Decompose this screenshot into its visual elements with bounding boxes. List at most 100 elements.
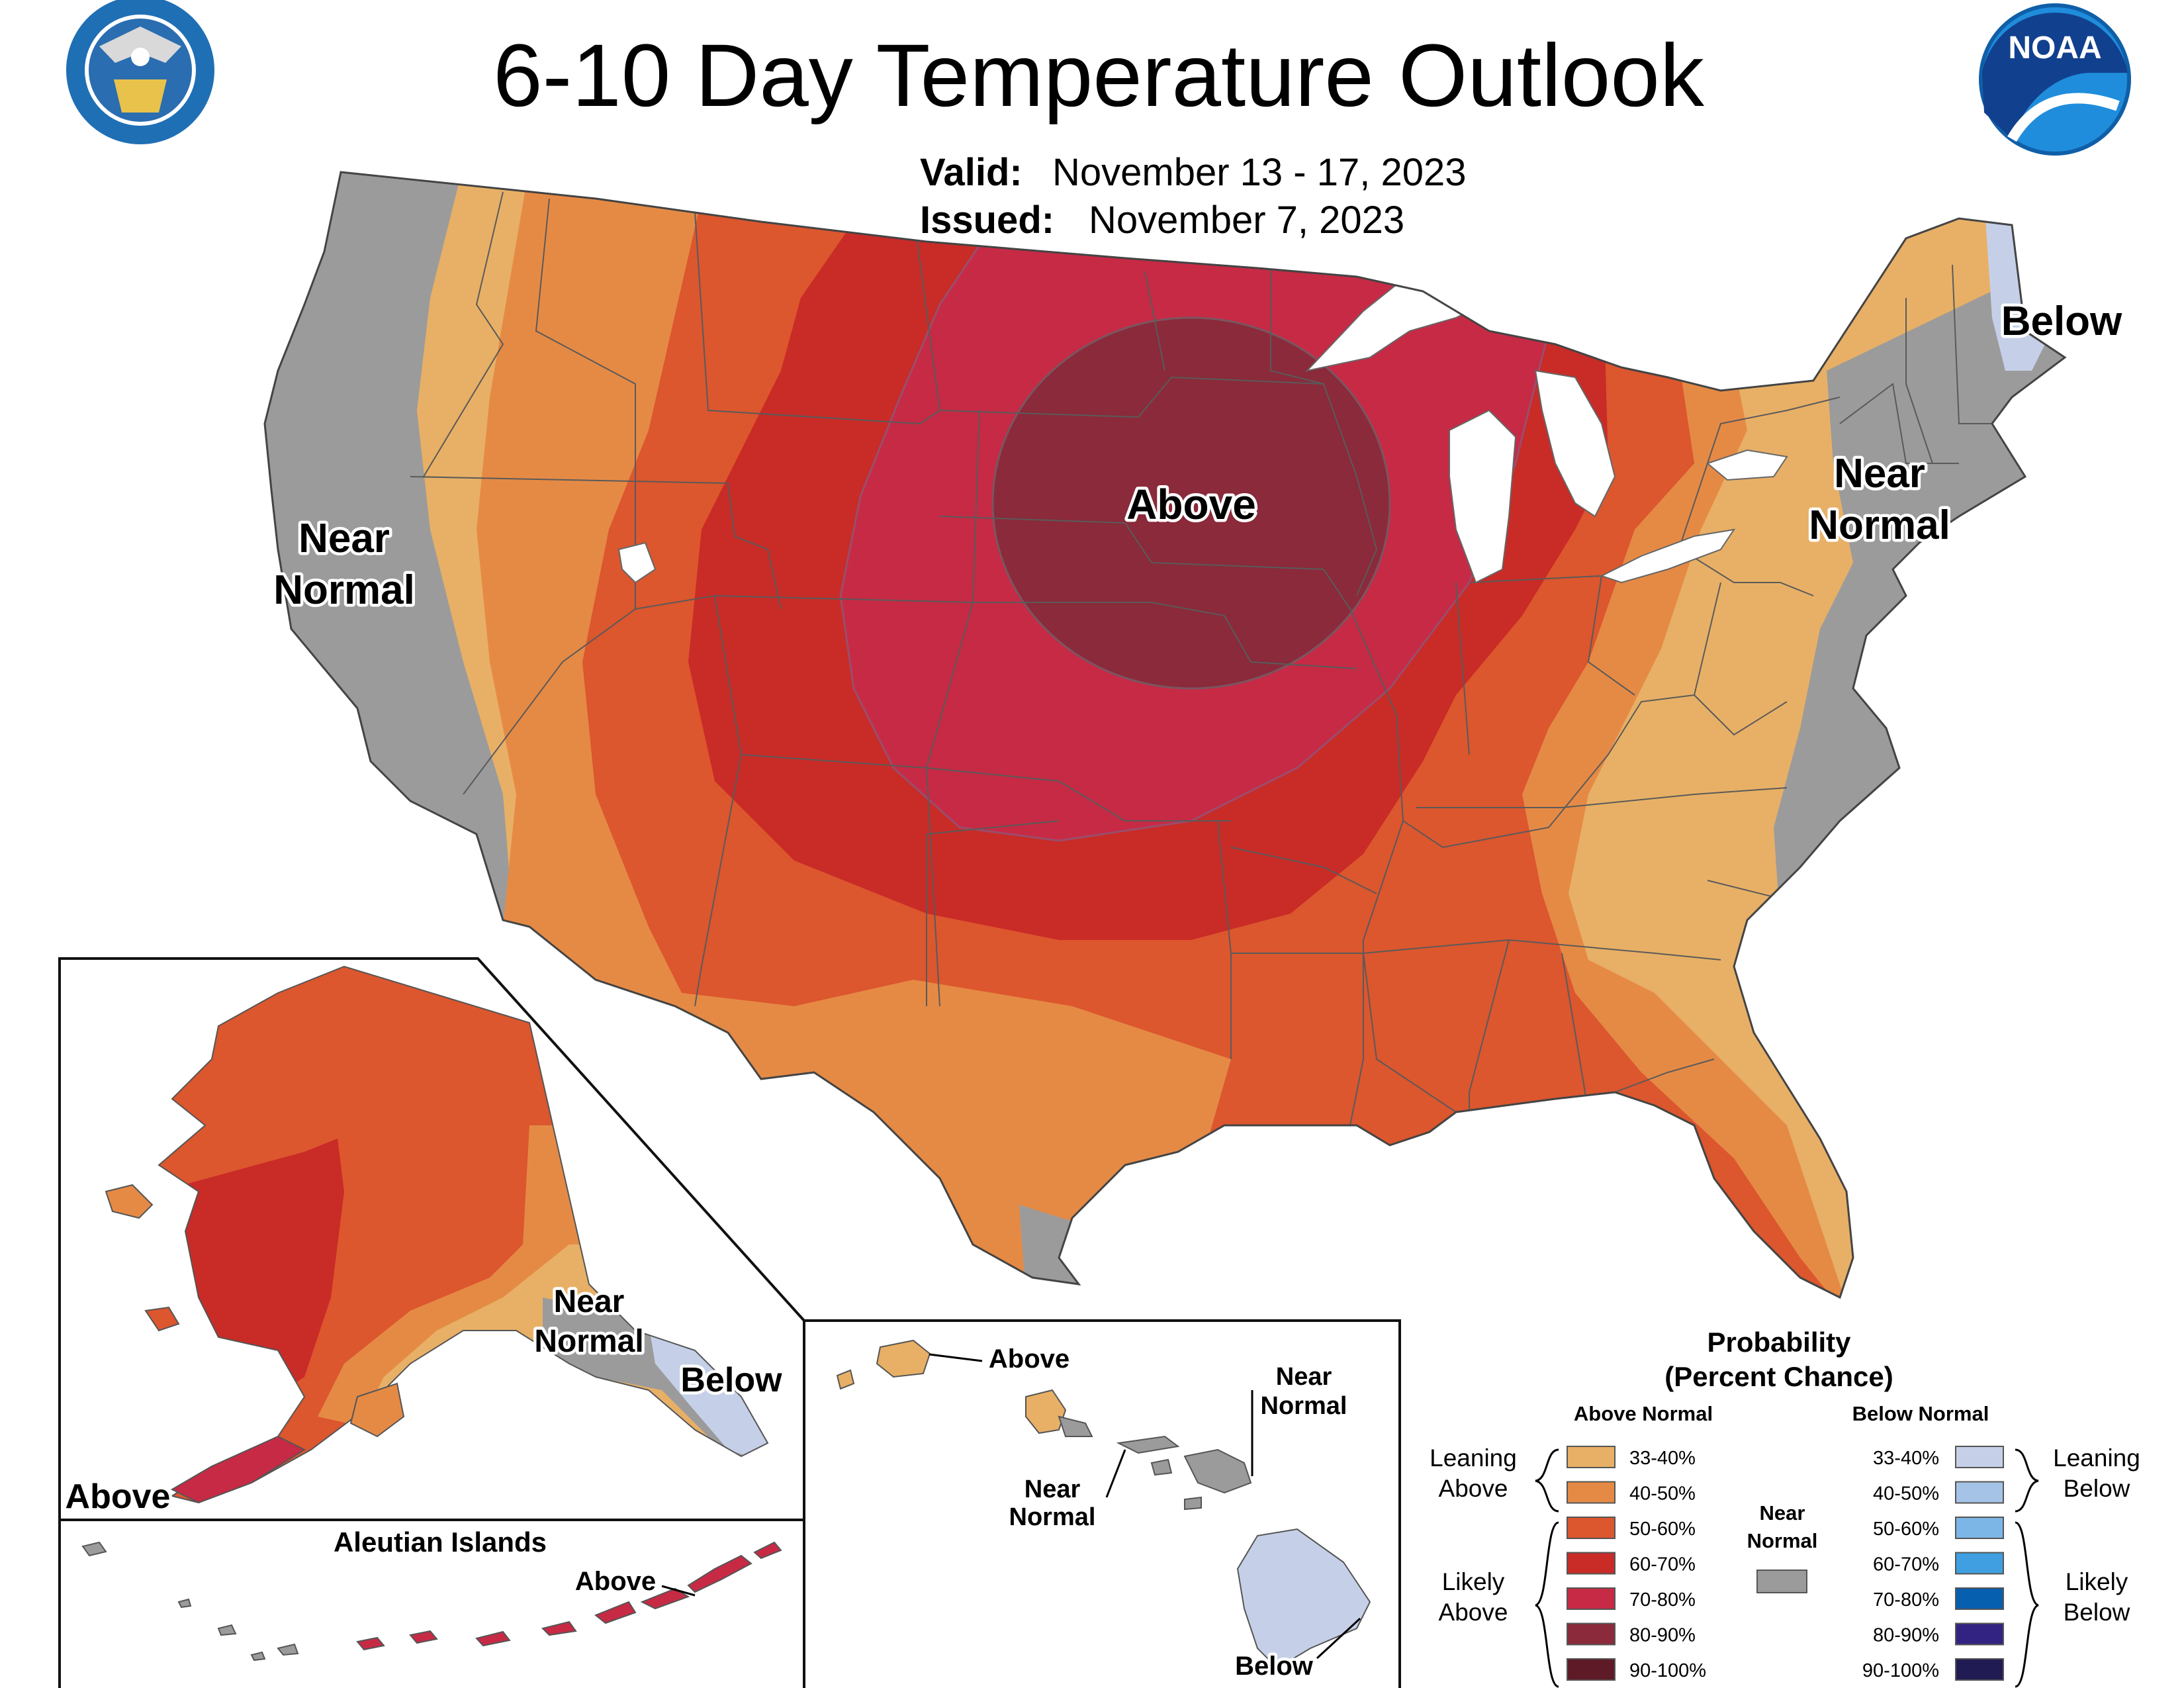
likely-above-label-1: Likely [1442, 1568, 1505, 1595]
niihau-island [836, 1369, 855, 1390]
above-bin-label-6: 80-90% [1629, 1625, 1696, 1646]
hawaii-above-label: Above [989, 1344, 1069, 1374]
legend: Probability (Percent Chance) Above Norma… [1430, 1327, 2140, 1688]
below-bin-label-3: 50-60% [1873, 1519, 1939, 1540]
aleutian-islands [81, 1541, 782, 1662]
above-bin-label-5: 70-80% [1629, 1589, 1696, 1611]
conus-east-near-label-1: Near [1834, 451, 1925, 496]
alaska-near-label-2: Normal [534, 1324, 643, 1359]
alaska-inset: Near Normal Below Above [58, 957, 805, 1521]
hawaii-below-pointer [1316, 1617, 1361, 1660]
leaning-below-brace [2015, 1448, 2039, 1513]
big-island [1236, 1528, 1371, 1669]
below-swatch-3 [1955, 1517, 2004, 1539]
below-bin-label-4: 60-70% [1873, 1554, 1939, 1575]
conus-above-label: Above [1126, 481, 1256, 528]
leaning-above-brace [1535, 1448, 1559, 1513]
above-normal-header: Above Normal [1574, 1402, 1713, 1425]
noaa-logo-text: NOAA [2008, 30, 2101, 66]
hawaii-near-label-a-2: Normal [1261, 1392, 1347, 1420]
kahoolawe-island [1184, 1496, 1202, 1511]
oahu-island [1025, 1389, 1067, 1434]
alaska-below-label: Below [680, 1361, 782, 1399]
kodiak-island [349, 1382, 405, 1438]
near-normal-legend-label-1: Near [1760, 1501, 1805, 1524]
hawaii-near-label-a-1: Near [1276, 1363, 1332, 1391]
above-bin-label-2: 40-50% [1629, 1483, 1696, 1505]
below-swatch-4 [1955, 1552, 2004, 1575]
hawaii-inset: Above Near Normal Near Normal Below [803, 1319, 1401, 1688]
above-bin-label-7: 90-100% [1629, 1660, 1706, 1681]
near-normal-legend-label-2: Normal [1747, 1529, 1818, 1552]
great-salt-lake [617, 541, 657, 584]
alaska-near-label-1: Near [554, 1284, 625, 1319]
texas-near-normal-region [1019, 1205, 1165, 1297]
alaska-above-label: Above [66, 1477, 171, 1516]
oahu-gray [1058, 1415, 1093, 1437]
above-swatch-3 [1567, 1517, 1615, 1539]
above-swatch-7 [1567, 1658, 1615, 1681]
lake-ontario [1706, 449, 1788, 481]
above-swatch-2 [1567, 1481, 1615, 1504]
issued-date: November 7, 2023 [1089, 199, 1404, 242]
leaning-below-label-2: Below [2064, 1475, 2130, 1502]
aleutian-pointer [661, 1585, 696, 1597]
likely-above-brace [1535, 1521, 1559, 1688]
alaska-island-1 [105, 1184, 154, 1219]
above-bin-label-1: 33-40% [1629, 1448, 1696, 1469]
below-normal-header: Below Normal [1852, 1402, 1989, 1425]
legend-rows: 33-40% 40-50% 50-60% 60-70% 70-80% 80-90% 90-1… [1567, 1446, 2004, 1681]
below-bin-label-6: 80-90% [1873, 1625, 1939, 1646]
conus-west-near-label-1: Near [298, 516, 390, 561]
legend-braces [1535, 1448, 2039, 1688]
below-bin-label-7: 90-100% [1862, 1660, 1939, 1681]
lanai-island [1150, 1458, 1173, 1476]
conus-east-near-label-2: Normal [1809, 502, 1950, 548]
below-swatch-6 [1955, 1622, 2004, 1646]
alaska-peninsula-tip [170, 1435, 306, 1504]
above-80-90-region [991, 316, 1391, 690]
below-swatch-5 [1955, 1587, 2004, 1610]
below-swatch-7 [1955, 1658, 2004, 1681]
aleutian-above-label: Above [575, 1567, 656, 1596]
below-bin-label-2: 40-50% [1873, 1483, 1939, 1505]
near-normal-swatch [1756, 1570, 1807, 1593]
alaska-island-2 [144, 1306, 180, 1332]
alaska-below-normal-region [649, 1324, 768, 1463]
likely-below-brace [2015, 1521, 2039, 1688]
valid-dates: November 13 - 17, 2023 [1052, 151, 1466, 194]
below-bin-label-1: 33-40% [1873, 1448, 1939, 1469]
conus-below-label: Below [2001, 299, 2122, 344]
state-borders [410, 191, 1999, 1126]
molokai-island [1116, 1435, 1180, 1454]
hawaii-near-label-b-1: Near [1024, 1476, 1081, 1503]
above-swatch-5 [1567, 1587, 1615, 1610]
legend-title-2: (Percent Chance) [1664, 1361, 1893, 1392]
above-swatch-1 [1567, 1446, 1615, 1468]
hawaii-near-label-b-2: Normal [1009, 1503, 1096, 1531]
aleutian-inset: Aleutian Islands Above [58, 1519, 805, 1688]
above-bin-label-4: 60-70% [1629, 1554, 1696, 1575]
likely-below-label-1: Likely [2066, 1568, 2128, 1595]
lake-erie [1600, 528, 1736, 584]
below-swatch-2 [1955, 1481, 2004, 1504]
leaning-above-label-1: Leaning [1430, 1444, 1517, 1472]
valid-label: Valid: [920, 151, 1023, 194]
great-lakes [617, 263, 1788, 584]
page-title: 6-10 Day Temperature Outlook [493, 26, 1705, 125]
issued-label: Issued: [920, 199, 1054, 242]
hawaii-below-label: Below [1235, 1652, 1314, 1681]
conus-outline [263, 171, 2067, 1299]
noaa-logo-icon: NOAA [1979, 3, 2131, 156]
kauai-island [876, 1339, 931, 1378]
hawaii-above-pointer [929, 1353, 983, 1362]
above-swatch-4 [1567, 1552, 1615, 1575]
above-bin-label-3: 50-60% [1629, 1519, 1696, 1540]
legend-title-1: Probability [1707, 1327, 1851, 1358]
aleutian-title: Aleutian Islands [334, 1526, 547, 1558]
hawaii-near-pointer-b [1105, 1449, 1126, 1498]
above-swatch-6 [1567, 1622, 1615, 1646]
likely-above-label-2: Above [1439, 1599, 1508, 1626]
leaning-below-label-1: Leaning [2053, 1444, 2140, 1472]
lake-huron [1534, 369, 1616, 518]
